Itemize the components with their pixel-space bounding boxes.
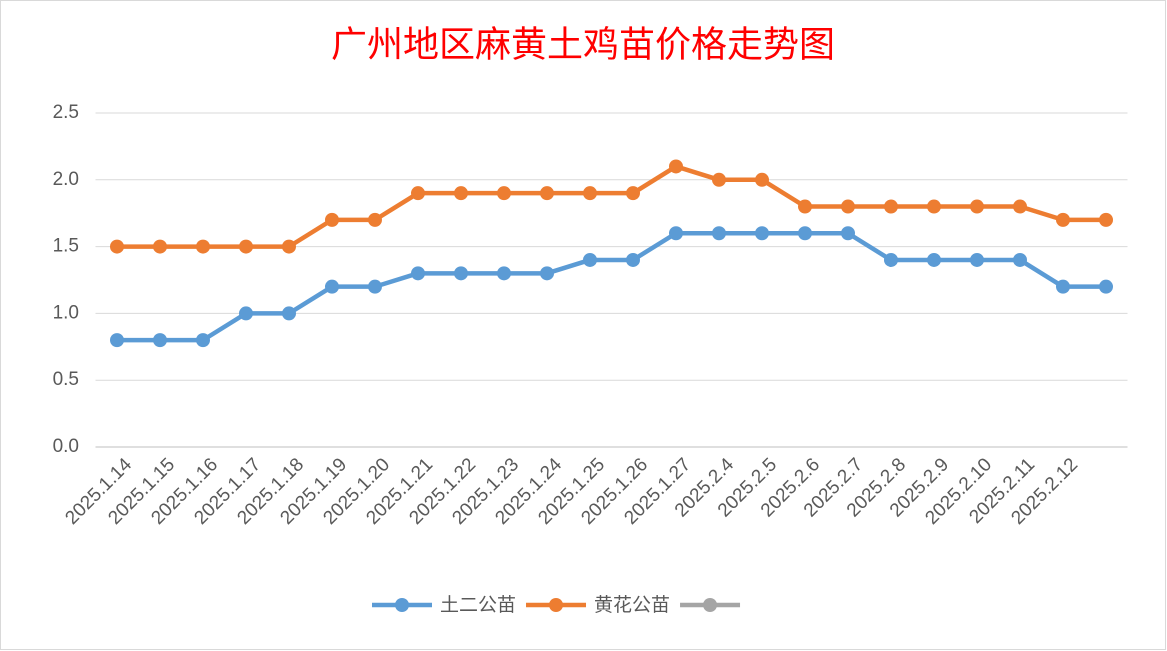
point	[454, 266, 468, 281]
point	[153, 333, 167, 348]
y-tick-label: 2.0	[53, 169, 79, 190]
point	[712, 226, 726, 241]
point	[798, 199, 812, 214]
point	[583, 186, 597, 201]
point	[884, 199, 898, 214]
point	[540, 186, 554, 201]
chart-title: 广州地区麻黄土鸡苗价格走势图	[331, 24, 835, 64]
legend-label: 黄花公苗	[594, 594, 670, 616]
point	[196, 333, 210, 348]
y-tick-label: 0.5	[53, 369, 79, 390]
legend-label: 土二公苗	[440, 594, 516, 616]
legend-marker	[703, 598, 718, 612]
point	[540, 266, 554, 281]
point	[626, 252, 640, 267]
point	[927, 252, 941, 267]
legend-marker	[395, 598, 409, 612]
point	[669, 159, 683, 174]
point	[497, 186, 511, 201]
point	[841, 199, 855, 214]
legend-marker	[549, 598, 564, 612]
point	[282, 306, 296, 321]
point	[1099, 212, 1113, 227]
point	[755, 172, 769, 187]
point	[368, 212, 382, 227]
point	[884, 252, 898, 267]
point	[970, 252, 984, 267]
point	[1013, 199, 1027, 214]
point	[325, 279, 339, 294]
point	[1099, 279, 1113, 294]
series-line	[117, 164, 1106, 249]
point	[411, 186, 425, 201]
point	[325, 212, 339, 227]
y-tick-label: 1.5	[53, 236, 79, 257]
point	[239, 306, 253, 321]
point	[583, 252, 597, 267]
point	[798, 226, 812, 241]
y-tick-label: 1.0	[53, 302, 79, 323]
y-tick-label: 0.0	[53, 436, 79, 457]
point	[153, 239, 167, 254]
point	[927, 199, 941, 214]
point	[841, 226, 855, 241]
y-tick-label: 2.5	[53, 102, 79, 123]
point	[497, 266, 511, 281]
point	[110, 333, 124, 348]
point	[712, 172, 726, 187]
point	[411, 266, 425, 281]
point	[239, 239, 253, 254]
point	[626, 186, 640, 201]
point	[1056, 279, 1070, 294]
point	[669, 226, 683, 241]
point	[1013, 252, 1027, 267]
point	[196, 239, 210, 254]
point	[454, 186, 468, 201]
series-line	[117, 230, 1106, 343]
point	[110, 239, 124, 254]
point	[970, 199, 984, 214]
point	[282, 239, 296, 254]
point	[755, 226, 769, 241]
point	[368, 279, 382, 294]
point	[1056, 212, 1070, 227]
